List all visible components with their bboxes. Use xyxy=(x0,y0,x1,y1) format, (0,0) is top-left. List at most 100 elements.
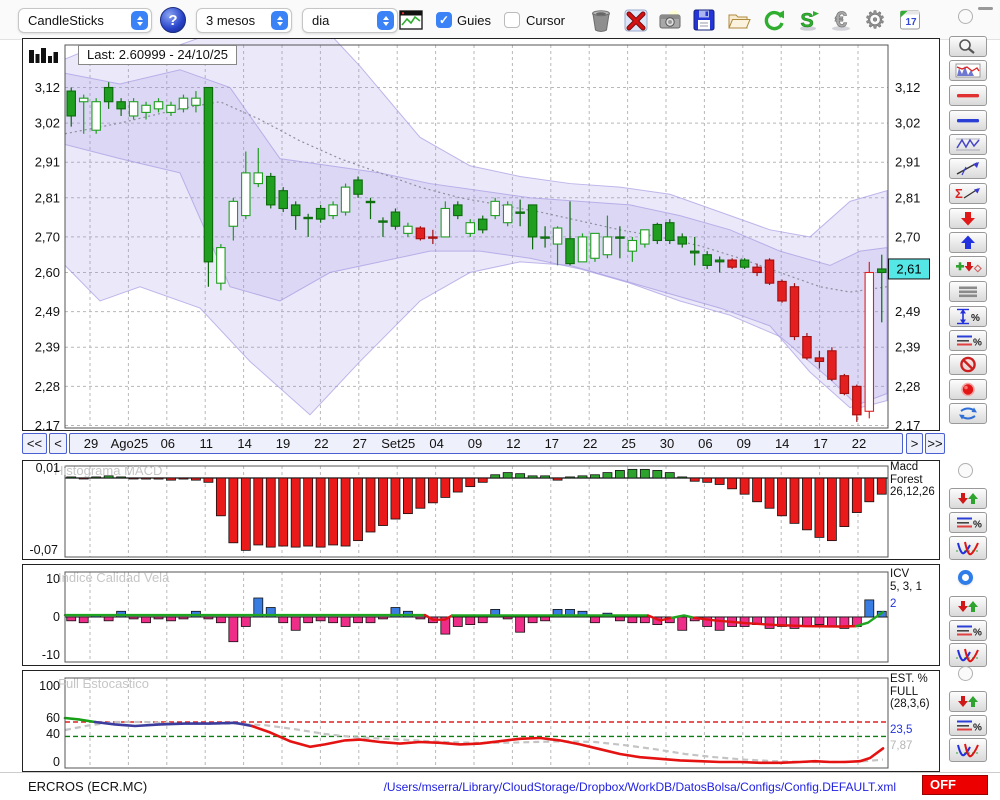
refresh-button[interactable] xyxy=(760,6,788,34)
main-panel-radio[interactable] xyxy=(958,9,973,24)
levels-tool-button[interactable] xyxy=(949,281,987,302)
macd-histogram-chart[interactable] xyxy=(22,460,940,560)
svg-text:%: % xyxy=(973,338,982,349)
sync-button[interactable]: S xyxy=(794,6,822,34)
settings-button[interactable]: ⚙ xyxy=(861,6,889,34)
off-toggle-badge[interactable]: OFF xyxy=(922,775,988,795)
save-button[interactable] xyxy=(690,6,718,34)
buy-arrow-tool-button[interactable] xyxy=(949,232,987,253)
svg-text:3,02: 3,02 xyxy=(35,116,60,131)
svg-text:2,49: 2,49 xyxy=(35,304,60,319)
icv-chart[interactable] xyxy=(22,564,940,666)
icv-updown-arrows-button[interactable] xyxy=(949,596,987,617)
svg-text:2,91: 2,91 xyxy=(895,155,920,170)
delete-x-button[interactable] xyxy=(622,6,650,34)
calendar-button[interactable]: 17 xyxy=(896,6,924,34)
percent-lines-tool-button[interactable]: % xyxy=(949,330,987,351)
cursor-checkbox[interactable] xyxy=(504,12,520,28)
interval-select[interactable]: dia xyxy=(302,8,398,33)
scroll-left-button[interactable]: < xyxy=(49,433,67,454)
scroll-left-fast-button[interactable]: << xyxy=(22,433,47,454)
range-select[interactable]: 3 mesos xyxy=(196,8,292,33)
stoch-name-label: EST. % xyxy=(890,673,928,685)
euro-button[interactable]: € xyxy=(827,6,855,34)
date-label: 04 xyxy=(429,436,444,451)
svg-text:2,28: 2,28 xyxy=(35,379,60,394)
record-button[interactable] xyxy=(949,379,987,400)
chart-window-icon-button[interactable] xyxy=(398,6,424,34)
date-label: Set25 xyxy=(381,436,416,451)
macd-name2-label: Forest xyxy=(890,473,923,486)
macd-updown-arrows-button[interactable] xyxy=(949,488,987,509)
date-label: 22 xyxy=(851,436,867,451)
svg-text:2,17: 2,17 xyxy=(35,418,60,431)
swap-refresh-button[interactable] xyxy=(949,403,987,424)
sigma-trend-tool-button[interactable]: Σ xyxy=(949,183,987,204)
date-label: 14 xyxy=(774,436,790,451)
help-button[interactable]: ? xyxy=(160,7,186,33)
svg-text:⚙: ⚙ xyxy=(864,7,886,33)
indicator-window-button[interactable] xyxy=(949,60,987,81)
histogram-logo-icon xyxy=(28,46,62,73)
date-label: 06 xyxy=(160,436,176,451)
stoch-panel-radio[interactable] xyxy=(958,666,973,681)
macd-indicator-curve-button[interactable] xyxy=(949,536,987,560)
stoch-tick-100: 100 xyxy=(39,679,60,693)
guies-checkbox[interactable]: ✓ xyxy=(436,12,452,28)
icv-indicator-curve-button[interactable] xyxy=(949,643,987,667)
svg-text:2,70: 2,70 xyxy=(895,229,920,244)
main-price-chart[interactable]: 3,12 3,12 3,02 3,02 2,91 2,91 2,81 2,81 2,70 2,70… xyxy=(22,38,940,431)
stochastic-chart[interactable] xyxy=(22,670,940,772)
svg-text:%: % xyxy=(971,313,980,324)
scroll-right-fast-button[interactable]: >> xyxy=(925,433,945,454)
svg-text:€: € xyxy=(835,7,847,32)
svg-text:17: 17 xyxy=(905,17,917,28)
range-value: 3 mesos xyxy=(206,13,256,28)
blue-line-tool-button[interactable] xyxy=(949,110,987,131)
macd-ymax-label: 0,01 xyxy=(35,461,60,475)
macd-percent-lines-button[interactable]: % xyxy=(949,512,987,533)
date-axis-strip[interactable]: 29 Ago25 06 11 14 19 22 27 Set25 04 09 12 17 22 25 30 06… xyxy=(69,433,903,454)
macd-panel-radio[interactable] xyxy=(958,463,973,478)
stoch-tick-40: 40 xyxy=(46,727,60,741)
svg-text:3,12: 3,12 xyxy=(35,80,60,95)
svg-text:2,91: 2,91 xyxy=(35,155,60,170)
stoch-updown-arrows-button[interactable] xyxy=(949,691,987,712)
zoom-tool-button[interactable] xyxy=(949,36,987,57)
date-label: 09 xyxy=(736,436,752,451)
snapshot-button[interactable] xyxy=(656,6,684,34)
red-line-tool-button[interactable] xyxy=(949,85,987,106)
date-label: 19 xyxy=(275,436,291,451)
select-stepper-icon xyxy=(377,11,394,30)
stoch-d-value-label: 7,87 xyxy=(890,740,913,752)
svg-text:2,70: 2,70 xyxy=(35,229,60,244)
stoch-percent-lines-button[interactable]: % xyxy=(949,715,987,736)
stoch-name2-label: FULL xyxy=(890,685,919,698)
svg-text:%: % xyxy=(973,723,982,734)
open-button[interactable] xyxy=(725,6,753,34)
chart-type-value: CandleSticks xyxy=(28,13,104,28)
scroll-right-button[interactable]: > xyxy=(906,433,923,454)
icv-percent-lines-button[interactable]: % xyxy=(949,620,987,641)
macd-right-labels: Macd Forest 26,12,26 xyxy=(890,461,942,499)
zigzag-tool-button[interactable] xyxy=(949,134,987,155)
stoch-indicator-curve-button[interactable] xyxy=(949,738,987,762)
icv-params-label: 5, 3, 1 xyxy=(890,580,922,593)
chart-type-select[interactable]: CandleSticks xyxy=(18,8,152,33)
sell-arrow-tool-button[interactable] xyxy=(949,208,987,229)
trendline-tool-button[interactable] xyxy=(949,158,987,179)
trash-button[interactable] xyxy=(587,6,615,34)
add-signal-tool-button[interactable] xyxy=(949,256,987,277)
last-price-label: Last: 2.60999 - 24/10/25 xyxy=(78,45,237,65)
icv-value-label: 2 xyxy=(890,598,897,610)
select-stepper-icon xyxy=(131,11,148,30)
macd-name-label: Macd xyxy=(890,461,919,473)
date-label: 11 xyxy=(199,436,213,451)
icv-panel-radio[interactable] xyxy=(958,570,973,585)
vertical-range-percent-button[interactable]: % xyxy=(949,306,987,327)
macd-params-label: 26,12,26 xyxy=(890,486,935,498)
icv-tick-n10: -10 xyxy=(41,648,60,662)
stoch-k-value-label: 23,5 xyxy=(890,724,913,736)
window-control-dash-icon[interactable] xyxy=(978,7,993,10)
disable-tool-button[interactable] xyxy=(949,354,987,375)
